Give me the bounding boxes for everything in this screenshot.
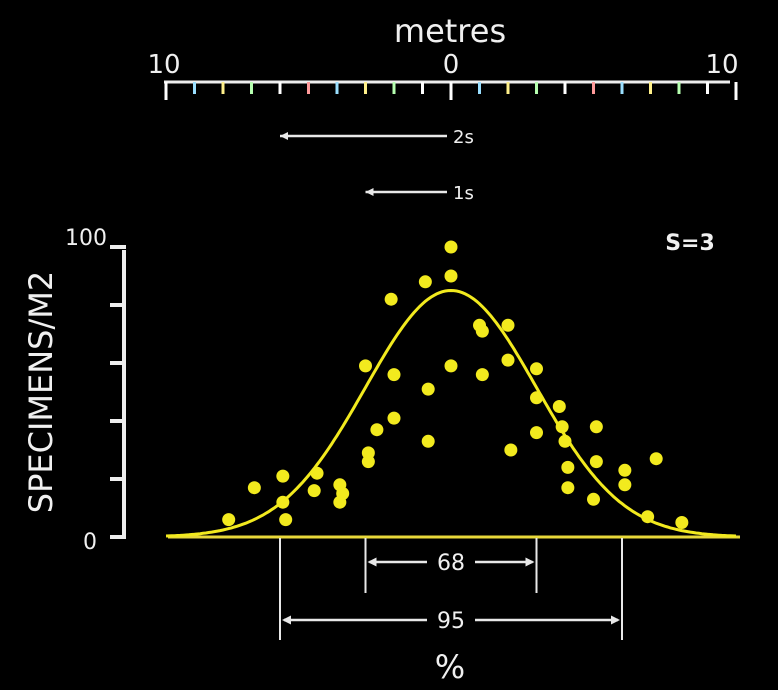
interval-right-arrow — [611, 615, 620, 625]
interval-68: 68 — [364, 538, 538, 593]
data-point — [501, 353, 515, 367]
metres-ruler: metres 10 0 10 — [147, 12, 739, 100]
data-point — [475, 324, 489, 338]
data-point — [530, 362, 543, 376]
interval-left-arrow — [282, 615, 291, 625]
data-point — [387, 411, 401, 425]
interval-label: 95 — [437, 609, 465, 634]
data-point — [589, 420, 603, 434]
data-point — [384, 292, 398, 306]
y-tick-label-max: 100 — [65, 226, 107, 251]
data-point — [475, 368, 489, 382]
data-point — [618, 478, 632, 492]
x-axis-title: metres — [394, 12, 506, 50]
data-point — [501, 318, 515, 332]
interval-95: 95 — [279, 538, 623, 640]
interval-left-arrow — [367, 557, 377, 567]
x-tick-label-left: 10 — [147, 50, 180, 80]
data-point — [618, 463, 632, 477]
data-point — [444, 269, 458, 283]
data-point — [675, 516, 689, 529]
y-axis: SPECIMENS/M2 100 0 — [22, 226, 126, 555]
sd-marker-1s: 1s — [365, 183, 474, 204]
interval-label: 68 — [437, 551, 465, 576]
data-points — [222, 240, 689, 529]
data-point — [421, 434, 435, 448]
sd-marker-arrow — [365, 188, 374, 196]
data-point — [552, 400, 566, 413]
y-tick-label-zero: 0 — [83, 530, 97, 555]
data-point — [279, 513, 293, 527]
data-point — [387, 368, 401, 382]
interval-right-arrow — [525, 557, 535, 567]
sd-annotation: S=3 — [665, 231, 715, 256]
data-point — [359, 359, 372, 373]
data-point — [418, 275, 432, 289]
sd-marker-2s: 2s — [280, 127, 474, 148]
data-point — [421, 382, 435, 396]
data-point — [444, 240, 458, 254]
sd-marker-label: 1s — [453, 183, 474, 204]
data-point — [555, 420, 569, 434]
x-tick-label-right: 10 — [705, 50, 738, 80]
data-point — [276, 469, 290, 483]
data-point — [333, 495, 347, 509]
y-ticks — [110, 245, 126, 539]
sd-marker-arrow — [280, 132, 288, 140]
interval-units: % — [435, 648, 465, 686]
data-point — [641, 510, 655, 524]
data-point — [370, 423, 384, 437]
data-point — [589, 455, 603, 469]
data-point — [530, 426, 543, 440]
x-tick-label-center: 0 — [443, 50, 460, 80]
normal-curve — [165, 288, 737, 538]
y-axis-title: SPECIMENS/M2 — [22, 271, 60, 513]
data-point — [587, 492, 600, 506]
data-point — [530, 391, 543, 405]
data-point — [561, 460, 575, 474]
data-point — [247, 481, 261, 495]
ruler-ticks — [164, 82, 738, 100]
data-point — [649, 452, 663, 466]
confidence-intervals: 68 95 — [279, 538, 623, 640]
data-point — [307, 484, 321, 498]
data-point — [276, 495, 290, 509]
data-point — [361, 455, 375, 469]
sd-marker-label: 2s — [453, 127, 474, 148]
data-point — [444, 359, 458, 373]
data-point — [310, 466, 324, 480]
data-point — [558, 434, 572, 448]
data-point — [222, 513, 236, 527]
sd-markers: 2s 1s — [280, 127, 474, 204]
data-point — [561, 481, 575, 495]
data-point — [504, 443, 518, 457]
